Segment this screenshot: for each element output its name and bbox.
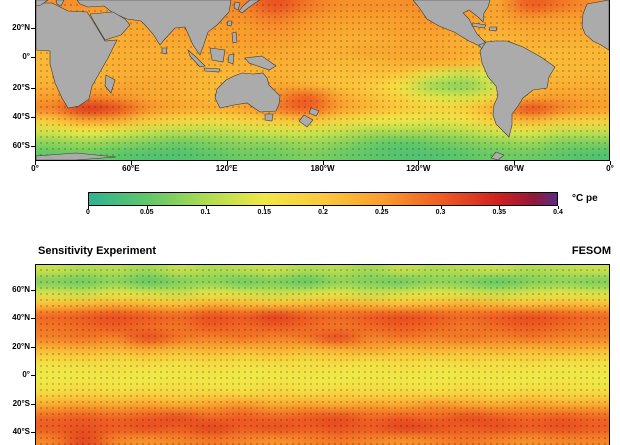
northamerica-landmass [412,0,491,47]
colorbar-tick-label: 0.2 [318,209,328,216]
newzealand-south-landmass [298,114,314,128]
sumatra-landmass [187,49,206,68]
lon-tick-label: 60°W [504,164,524,173]
italy-landmass [55,0,65,7]
lon-tick-label: 0° [31,164,39,173]
lat-tick-label: 20°S [12,398,30,408]
colorbar-unit-label: °C pe [572,193,598,204]
colorbar-tick-label: 0.3 [435,209,446,216]
philippines-landmass [231,31,238,44]
panel-title: Sensitivity Experiment [38,245,156,257]
colorbar-tick-label: 0.1 [200,209,211,216]
java-landmass [203,67,221,73]
tick-mark [31,87,35,89]
tick-mark [323,206,324,209]
lat-tick-label: 60°N [12,285,30,295]
hispaniola-landmass [488,26,498,32]
tick-mark [264,206,266,209]
korea-landmass [233,1,241,11]
colorbar-gradient [89,193,557,205]
tick-mark [31,375,35,377]
tick-mark [146,206,148,209]
colorbar-tick-label: 0.25 [374,209,389,216]
tick-mark [226,161,228,165]
madagascar-landmass [104,74,116,94]
stipple-dots-overlay [36,265,609,445]
lon-tick-label: 60°E [122,164,140,173]
colorbar-tick-label: 0.35 [492,209,507,216]
tick-mark [31,28,35,29]
lat-tick-label: 0° [22,370,30,380]
lat-tick-label: 0° [22,51,30,61]
tick-mark [31,318,35,320]
srilanka-landmass [161,47,168,55]
sensitivity-map-panel [35,264,610,445]
lon-tick-label: 0° [606,164,614,173]
colorbar [88,192,558,206]
tick-mark [205,206,207,209]
japan-landmass [238,0,261,14]
tick-mark [31,117,35,119]
colorbar-tick-label: 0.15 [257,209,272,216]
tasmania-landmass [264,113,274,122]
lon-tick-label: 120°E [215,164,238,173]
lat-tick-label: 20°N [12,341,30,351]
tick-mark [31,146,35,148]
colorbar-tick-label: 0.05 [139,209,154,216]
tick-mark [440,206,442,209]
colorbar-tick-label: 0 [86,209,90,216]
tick-mark [31,56,35,58]
lon-tick-label: 180°W [310,164,335,173]
tick-mark [130,161,132,165]
tick-mark [558,206,559,209]
lon-tick-label: 120°W [406,164,431,173]
top-map-panel [35,0,610,161]
australia-landmass [214,72,281,113]
lat-tick-label: 40°S [12,427,30,437]
tick-mark [31,290,35,292]
lat-tick-label: 40°N [12,313,30,323]
model-label: FESOM [571,245,611,257]
lat-tick-label: 20°N [12,23,30,32]
lat-tick-label: 60°S [12,141,30,151]
iberia-landmass [36,0,49,7]
antarctica-landmass [36,152,117,160]
lat-tick-label: 40°S [12,112,30,122]
continents-overlay [36,0,609,160]
sulawesi-landmass [227,53,235,65]
arabia-landmass [89,11,131,41]
tick-mark [514,161,516,165]
tick-mark [322,161,324,165]
africa-landmass [36,2,118,109]
tick-mark [88,206,89,209]
tick-mark [31,346,35,348]
newzealand-north-landmass [308,107,320,117]
tick-mark [31,432,35,434]
lat-tick-label: 20°S [12,82,30,92]
tick-mark [31,403,35,405]
antarctic-peninsula-landmass [490,151,505,160]
newguinea-landmass [244,55,277,71]
tick-mark [35,161,36,165]
tick-mark [610,161,611,165]
colorbar-tick-label: 0.4 [553,209,563,216]
cuba-landmass [471,22,487,29]
tick-mark [418,161,420,165]
borneo-landmass [209,47,226,63]
tick-mark [499,206,501,209]
tick-mark [381,206,383,209]
taiwan-landmass [226,20,233,27]
southamerica-landmass [479,40,556,138]
westafrica-wrap-landmass [581,0,609,51]
